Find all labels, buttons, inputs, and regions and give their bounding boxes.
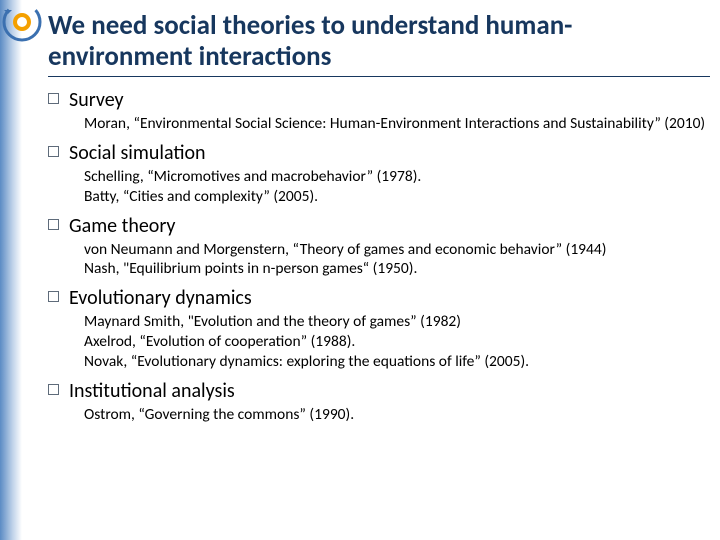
- item-title: Evolutionary dynamics: [69, 285, 252, 311]
- list-item: Evolutionary dynamicsMaynard Smith, "Evo…: [48, 285, 710, 371]
- item-head: Social simulation: [48, 140, 710, 166]
- reference-line: Schelling, “Micromotives and macrobehavi…: [84, 167, 710, 187]
- item-refs: Moran, “Environmental Social Science: Hu…: [84, 114, 710, 134]
- logo-icon: [2, 2, 42, 42]
- item-head: Survey: [48, 87, 710, 113]
- reference-line: Batty, “Cities and complexity” (2005).: [84, 187, 710, 207]
- square-bullet-icon: [48, 93, 59, 104]
- list-item: SurveyMoran, “Environmental Social Scien…: [48, 87, 710, 134]
- item-refs: Ostrom, “Governing the commons” (1990).: [84, 405, 710, 425]
- item-head: Game theory: [48, 213, 710, 239]
- square-bullet-icon: [48, 384, 59, 395]
- reference-line: von Neumann and Morgenstern, “Theory of …: [84, 240, 710, 260]
- item-head: Institutional analysis: [48, 378, 710, 404]
- reference-line: Maynard Smith, "Evolution and the theory…: [84, 312, 710, 332]
- list-item: Game theoryvon Neumann and Morgenstern, …: [48, 213, 710, 280]
- item-refs: Schelling, “Micromotives and macrobehavi…: [84, 167, 710, 207]
- slide-title: We need social theories to understand hu…: [48, 10, 710, 77]
- item-title: Game theory: [69, 213, 175, 239]
- square-bullet-icon: [48, 219, 59, 230]
- item-title: Survey: [69, 87, 124, 113]
- item-title: Institutional analysis: [69, 378, 235, 404]
- square-bullet-icon: [48, 291, 59, 302]
- reference-line: Ostrom, “Governing the commons” (1990).: [84, 405, 710, 425]
- item-refs: von Neumann and Morgenstern, “Theory of …: [84, 240, 710, 280]
- item-refs: Maynard Smith, "Evolution and the theory…: [84, 312, 710, 371]
- item-list: SurveyMoran, “Environmental Social Scien…: [48, 87, 710, 424]
- slide-content: We need social theories to understand hu…: [48, 10, 710, 431]
- reference-line: Axelrod, “Evolution of cooperation” (198…: [84, 332, 710, 352]
- reference-line: Novak, “Evolutionary dynamics: exploring…: [84, 352, 710, 372]
- left-accent-bar: [0, 0, 22, 540]
- reference-line: Moran, “Environmental Social Science: Hu…: [84, 114, 710, 134]
- item-head: Evolutionary dynamics: [48, 285, 710, 311]
- item-title: Social simulation: [69, 140, 206, 166]
- list-item: Social simulationSchelling, “Micromotive…: [48, 140, 710, 207]
- square-bullet-icon: [48, 146, 59, 157]
- list-item: Institutional analysisOstrom, “Governing…: [48, 378, 710, 425]
- reference-line: Nash, "Equilibrium points in n-person ga…: [84, 259, 710, 279]
